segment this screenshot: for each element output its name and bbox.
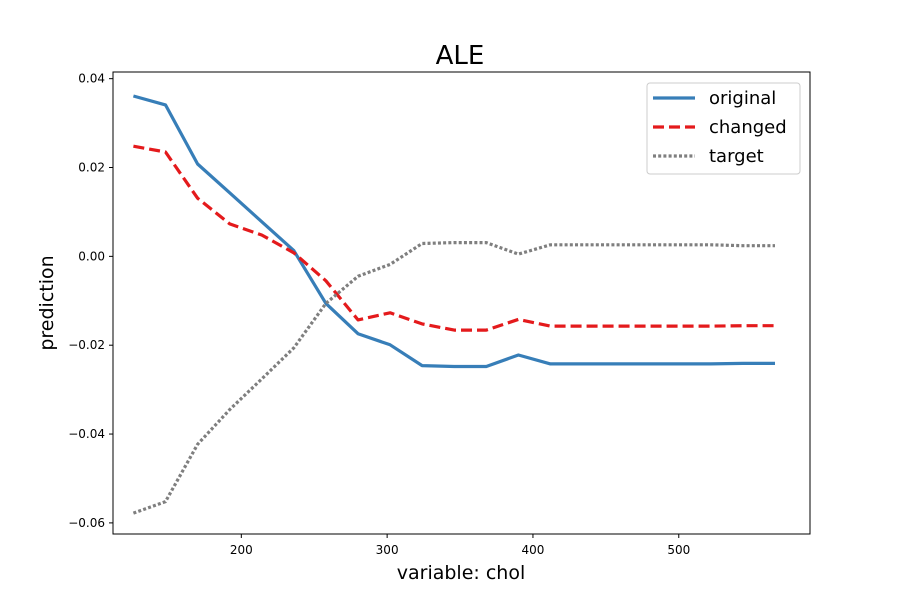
y-tick-label: 0.02: [78, 161, 105, 175]
plot-area-frame: [112, 71, 811, 535]
legend-label-original: original: [709, 88, 776, 109]
y-axis: −0.06 −0.04 −0.02 0.00 0.02 0.04: [68, 72, 113, 530]
y-axis-label: prediction: [36, 255, 58, 350]
legend-label-target: target: [709, 146, 764, 167]
x-axis-label: variable: chol: [397, 562, 525, 584]
series-line-target: [132, 241, 775, 515]
x-tick-label: 200: [230, 543, 253, 557]
chart-title: ALE: [436, 41, 485, 71]
legend-box: [646, 82, 801, 175]
y-tick-label: −0.04: [68, 427, 105, 441]
x-tick-label: 300: [376, 543, 399, 557]
legend: original changed target: [646, 82, 801, 175]
series-lines: [132, 94, 775, 515]
x-tick-label: 500: [667, 543, 690, 557]
y-tick-label: −0.02: [68, 338, 105, 352]
legend-label-changed: changed: [709, 117, 787, 138]
x-axis: 200 300 400 500: [230, 534, 690, 557]
y-tick-label: 0.04: [78, 72, 105, 86]
series-line-original: [132, 94, 775, 369]
x-tick-label: 400: [521, 543, 544, 557]
series-line-changed: [133, 144, 775, 332]
y-tick-label: 0.00: [78, 249, 105, 263]
y-tick-label: −0.06: [68, 516, 105, 530]
